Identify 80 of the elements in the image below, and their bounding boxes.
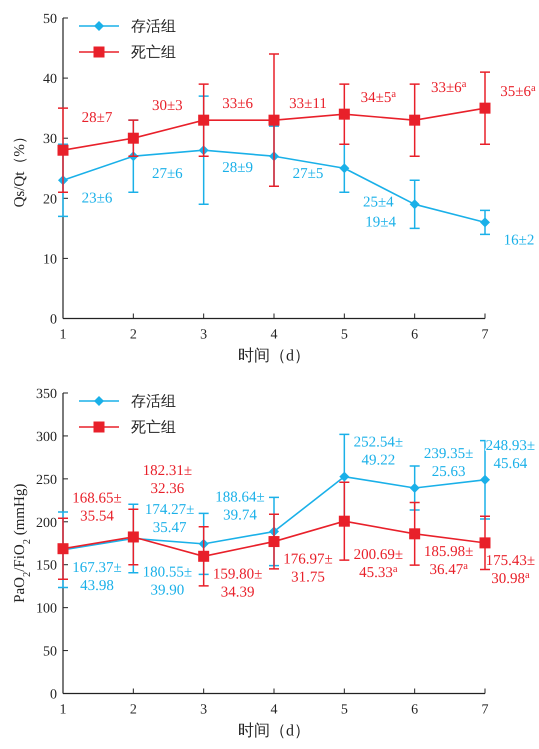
y-tick-label: 150 (36, 558, 57, 574)
point (409, 114, 420, 126)
data-label: 182.31±32.36 (142, 462, 192, 496)
data-label: 174.27±35.47 (144, 501, 194, 536)
x-tick-label: 6 (411, 328, 418, 342)
data-label: 239.35±25.63 (424, 446, 474, 480)
x-tick-label: 3 (200, 702, 208, 717)
x-tick-label: 5 (340, 702, 348, 717)
y-tick-label: 0 (50, 687, 57, 702)
data-label: 175.43±30.98$^{a}$ (486, 552, 536, 586)
y-tick-label: 30 (43, 132, 57, 148)
data-label: 28±7 (82, 110, 113, 126)
x-axis-title: 时间（d） (238, 721, 310, 739)
data-label: 200.69±45.33$^{a}$ (354, 546, 404, 581)
data-label: 248.93±45.64 (486, 437, 536, 472)
x-tick-label: 3 (200, 328, 208, 342)
x-tick-label: 4 (270, 702, 278, 717)
point (480, 474, 490, 484)
point (268, 114, 280, 126)
y-tick-label: 10 (43, 252, 57, 268)
data-label: 34±5$^{a}$ (360, 88, 396, 106)
data-label: 33±11 (289, 96, 327, 112)
data-label: 180.55±39.90 (142, 564, 192, 598)
x-axis-title: 时间（d） (238, 346, 310, 364)
data-label: 176.97±31.75 (283, 551, 333, 586)
point (198, 114, 210, 126)
data-label: 252.54±49.22 (354, 434, 404, 468)
point (338, 515, 350, 526)
y-tick-label: 350 (36, 386, 57, 402)
point (480, 217, 490, 228)
data-label: 159.80±34.39 (212, 566, 262, 600)
point (268, 536, 280, 547)
y-tick-label: 50 (43, 644, 57, 660)
x-tick-label: 6 (411, 702, 418, 717)
data-label: 23±6 (82, 190, 113, 206)
y-tick-label: 300 (36, 429, 57, 444)
y-tick-label: 250 (36, 472, 57, 488)
point (480, 536, 490, 548)
point (409, 528, 420, 539)
x-tick-label: 5 (340, 328, 348, 342)
data-label: 35±6$^{a}$ (500, 82, 536, 100)
legend-label: 死亡组 (131, 418, 176, 436)
point (410, 199, 420, 210)
y-tick-label: 40 (43, 72, 57, 88)
data-label: 27±6 (152, 166, 184, 182)
y-axis-title: Qs/Qt（%） (12, 129, 28, 208)
point (480, 102, 490, 114)
x-tick-label: 1 (60, 702, 66, 717)
point (338, 108, 350, 120)
point (410, 482, 420, 492)
data-label: 27±5 (292, 166, 324, 182)
data-label: 185.98±36.47$^{a}$ (424, 543, 474, 578)
data-label: 188.64±39.74 (215, 489, 265, 524)
point (128, 132, 139, 144)
point (339, 471, 350, 482)
y-tick-label: 100 (36, 601, 57, 616)
legend-label: 存活组 (131, 392, 176, 410)
legend-label: 存活组 (131, 18, 176, 35)
y-tick-label: 200 (36, 515, 57, 530)
x-tick-label: 7 (482, 328, 488, 342)
x-tick-label: 2 (130, 702, 137, 717)
point (198, 550, 210, 562)
data-label: 30±3 (152, 98, 183, 114)
x-tick-label: 7 (482, 702, 488, 717)
y-tick-label: 50 (43, 12, 57, 27)
x-tick-label: 1 (60, 328, 66, 342)
x-tick-label: 2 (130, 328, 137, 342)
data-label: 25±4 (362, 194, 394, 210)
data-label: 168.65±35.54 (72, 490, 122, 524)
legend-label: 死亡组 (131, 44, 176, 61)
data-label: 28±9 (222, 160, 254, 176)
data-label: 16±2 (504, 232, 534, 248)
data-label: 167.37±43.98 (72, 559, 122, 594)
data-label: 19±4 (365, 214, 397, 230)
data-label: 33±6 (222, 96, 254, 112)
y-tick-label: 0 (50, 312, 57, 328)
y-tick-label: 20 (43, 192, 57, 208)
point (339, 163, 350, 174)
x-tick-label: 4 (270, 328, 278, 342)
data-label: 33±6$^{a}$ (430, 78, 467, 96)
